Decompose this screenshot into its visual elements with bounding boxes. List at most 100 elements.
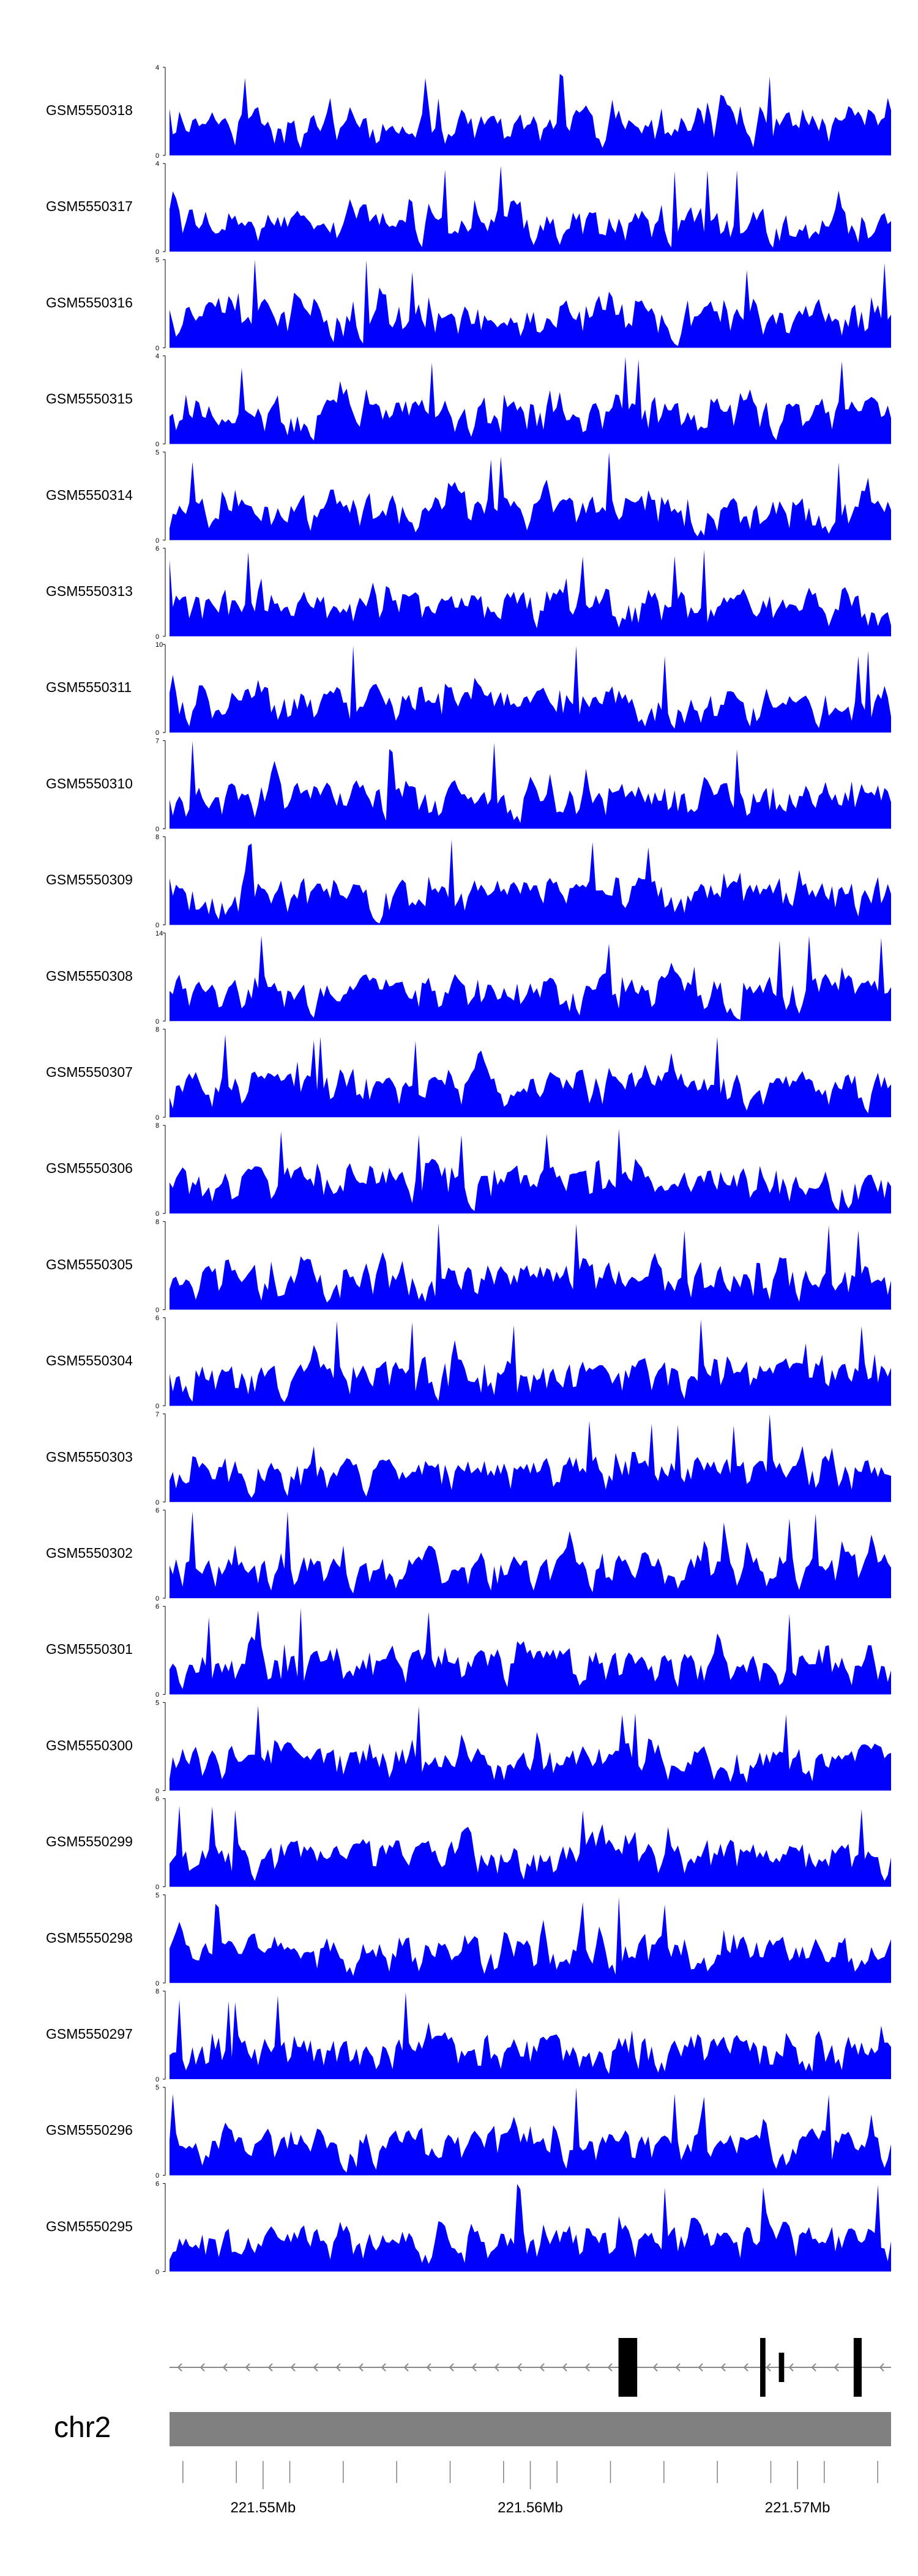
chromosome-band: [170, 2412, 891, 2446]
coverage-area: [170, 357, 891, 444]
track-label: GSM5550317: [46, 198, 133, 214]
coverage-area: [170, 1223, 891, 1310]
coverage-area: [170, 646, 891, 733]
strand-arrow: [494, 2363, 499, 2372]
exon: [778, 2353, 785, 2382]
coverage-area: [170, 549, 891, 636]
genome-axis: 221.55Mb 221.56Mb 221.57Mb: [182, 2461, 878, 2516]
coverage-area: [170, 1034, 891, 1117]
coverage-area: [170, 452, 891, 540]
strand-arrow: [471, 2363, 477, 2372]
strand-arrow: [267, 2363, 273, 2372]
coverage-area: [170, 1511, 891, 1598]
coverage-area: [170, 1897, 891, 1983]
x-tick-label: 221.57Mb: [765, 2500, 830, 2516]
track-label: GSM5550301: [46, 1641, 133, 1657]
y-tick-label-max: 10: [155, 641, 163, 649]
y-tick-label-max: 5: [155, 256, 159, 264]
track-label: GSM5550304: [46, 1353, 133, 1369]
coverage-track: GSM5550305 8 0: [46, 1218, 891, 1314]
chromosome-label: chr2: [54, 2411, 111, 2444]
strand-arrow: [562, 2363, 567, 2372]
y-tick-label-max: 5: [155, 1892, 159, 1899]
y-tick-label-min: 0: [155, 1691, 159, 1699]
coverage-track: GSM5550318 4 0: [46, 64, 891, 160]
coverage-track: GSM5550307 8 0: [46, 1026, 891, 1122]
y-tick-label-min: 0: [155, 1018, 159, 1026]
exon: [618, 2338, 638, 2397]
strand-arrow: [834, 2363, 839, 2372]
strand-arrow: [539, 2363, 545, 2372]
coverage-track: GSM5550303 7 0: [46, 1411, 891, 1506]
y-tick-label-max: 8: [155, 1026, 159, 1033]
y-tick-label-min: 0: [155, 1210, 159, 1218]
y-tick-label-min: 0: [155, 1403, 159, 1410]
strand-arrow: [335, 2363, 341, 2372]
coverage-track: GSM5550296 5 0: [46, 2084, 891, 2180]
coverage-area: [170, 73, 891, 155]
coverage-track: GSM5550309 8 0: [46, 834, 891, 929]
track-label: GSM5550302: [46, 1545, 133, 1561]
track-label: GSM5550299: [46, 1834, 133, 1850]
y-tick-label-max: 4: [155, 353, 159, 360]
coverage-area: [170, 2184, 891, 2272]
y-tick-label-min: 0: [155, 825, 159, 833]
y-tick-label-min: 0: [155, 1787, 159, 1795]
track-label: GSM5550295: [46, 2218, 133, 2234]
coverage-area: [170, 1992, 891, 2079]
y-tick-label-min: 0: [155, 441, 159, 449]
y-tick-label-min: 0: [155, 152, 159, 160]
strand-arrow: [290, 2363, 296, 2372]
track-label: GSM5550311: [46, 679, 132, 695]
track-label: GSM5550309: [46, 872, 133, 888]
strand-arrow: [811, 2363, 816, 2372]
y-tick-label-max: 14: [155, 930, 163, 937]
strand-arrow: [245, 2363, 250, 2372]
track-label: GSM5550313: [46, 583, 133, 599]
strand-arrow: [652, 2363, 658, 2372]
y-tick-label-min: 0: [155, 633, 159, 641]
y-tick-label-max: 5: [155, 2084, 159, 2091]
coverage-track: GSM5550316 5 0: [46, 256, 891, 352]
coverage-track: GSM5550315 4 0: [46, 353, 891, 449]
y-tick-label-max: 6: [155, 1507, 159, 1514]
track-label: GSM5550305: [46, 1256, 133, 1272]
strand-arrow: [449, 2363, 454, 2372]
strand-arrow: [200, 2363, 205, 2372]
strand-arrow: [222, 2363, 228, 2372]
track-label: GSM5550307: [46, 1064, 133, 1080]
strand-arrow: [720, 2363, 726, 2372]
y-tick-label-min: 0: [155, 1980, 159, 1987]
coverage-track: GSM5550311 10 0: [46, 641, 891, 737]
strand-arrow: [607, 2363, 613, 2372]
strand-arrow: [381, 2363, 386, 2372]
coverage-track: GSM5550301 6 0: [46, 1603, 891, 1699]
coverage-area: [170, 2087, 891, 2176]
coverage-tracks: GSM555031840GSM555031740GSM555031650GSM5…: [46, 64, 891, 2276]
y-tick-label-max: 5: [155, 1699, 159, 1707]
y-tick-label-min: 0: [155, 2076, 159, 2083]
track-label: GSM5550318: [46, 102, 133, 118]
y-tick-label-max: 8: [155, 1988, 159, 1995]
track-label: GSM5550306: [46, 1160, 133, 1176]
coverage-track: GSM5550314 5 0: [46, 449, 891, 545]
track-label: GSM5550310: [46, 775, 133, 791]
coverage-track: GSM5550300 5 0: [46, 1699, 891, 1795]
exon: [853, 2338, 862, 2397]
strand-arrow: [358, 2363, 364, 2372]
y-tick-label-max: 6: [155, 2180, 159, 2187]
coverage-track: GSM5550310 7 0: [46, 737, 891, 833]
strand-arrow: [584, 2363, 590, 2372]
strand-arrow: [517, 2363, 522, 2372]
coverage-area: [170, 936, 891, 1021]
track-label: GSM5550300: [46, 1737, 133, 1753]
coverage-area: [170, 741, 891, 829]
exon: [760, 2338, 766, 2397]
y-tick-label-max: 7: [155, 737, 159, 745]
y-tick-label-max: 8: [155, 1122, 159, 1130]
y-tick-label-max: 8: [155, 834, 159, 841]
gene-model-track: [170, 2338, 891, 2397]
y-tick-label-min: 0: [155, 2268, 159, 2276]
y-tick-label-min: 0: [155, 344, 159, 352]
